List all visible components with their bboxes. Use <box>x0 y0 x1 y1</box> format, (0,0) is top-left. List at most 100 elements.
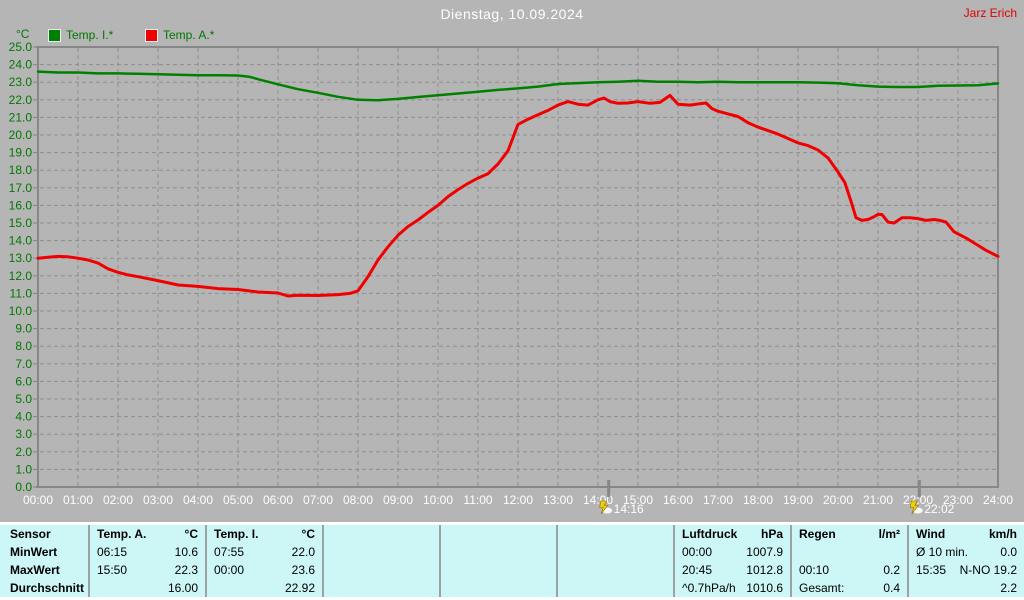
series-temp-outside <box>36 93 1000 298</box>
stats-cell: 06:15 10.6 <box>97 545 198 559</box>
svg-text:03:00: 03:00 <box>143 493 173 507</box>
stats-table: Sensor MinWert MaxWert Durchschnitt Temp. A… <box>0 525 1024 597</box>
svg-text:24.0: 24.0 <box>9 58 33 72</box>
stats-col-header <box>558 525 673 543</box>
stats-cell: Gesamt: 0.4 <box>799 581 900 595</box>
svg-text:14:00: 14:00 <box>583 493 613 507</box>
lightning-cloud-icon: 14:16 <box>599 480 644 516</box>
chart-region: Dienstag, 10.09.2024 Jarz Erich °C Temp.… <box>9 6 1017 516</box>
svg-text:10.0: 10.0 <box>9 304 33 318</box>
svg-text:22:00: 22:00 <box>903 493 933 507</box>
legend-item-temp-inside: Temp. I.* <box>48 28 113 42</box>
svg-text:22.0: 22.0 <box>9 93 33 107</box>
svg-text:05:00: 05:00 <box>223 493 253 507</box>
series-temp-inside <box>36 70 1000 102</box>
svg-text:9.0: 9.0 <box>15 322 32 336</box>
stats-cell: 00:00 1007.9 <box>682 545 783 559</box>
event-time-label: 22:02 <box>924 502 954 516</box>
svg-text:11.0: 11.0 <box>10 286 33 300</box>
stats-cell <box>558 561 673 579</box>
stats-cell <box>558 579 673 597</box>
lightning-cloud-icon: 22:02 <box>909 480 955 516</box>
temperature-line-chart: 0.0 1.0 2.0 3.0 4.0 5.0 6.0 7.0 8.0 9.0 10.0 11.0 12… <box>9 40 1014 516</box>
stats-cell: 00:00 23.6 <box>214 563 315 577</box>
station-name: Jarz Erich <box>963 6 1017 20</box>
svg-text:00:00: 00:00 <box>23 493 53 507</box>
stats-col-header: Temp. A. °C <box>97 527 198 541</box>
stats-row-label: MinWert <box>10 545 58 559</box>
event-time-label: 14:16 <box>614 502 644 516</box>
svg-text:21:00: 21:00 <box>863 493 893 507</box>
stats-cell <box>324 561 439 579</box>
svg-text:7.0: 7.0 <box>15 357 32 371</box>
legend-item-temp-outside: Temp. A.* <box>145 28 214 42</box>
stats-row-label: Sensor <box>10 527 51 541</box>
stats-col-header: Luftdruck hPa <box>682 527 783 541</box>
stats-cell: 07:55 22.0 <box>214 545 315 559</box>
stats-col-7: Wind km/h Ø 10 min. 0.0 15:35 N-NO 19.2 2.2 <box>907 525 1024 597</box>
stats-cell: 16.00 <box>167 581 198 595</box>
stats-cell <box>324 543 439 561</box>
y-axis: 0.0 1.0 2.0 3.0 4.0 5.0 6.0 7.0 8.0 9.0 10.0 11.0 12… <box>9 40 997 494</box>
svg-text:19:00: 19:00 <box>783 493 813 507</box>
svg-text:25.0: 25.0 <box>9 40 33 54</box>
legend-label-temp-inside: Temp. I.* <box>66 28 114 42</box>
stats-col-header: Wind km/h <box>916 527 1017 541</box>
stats-cell: ^0.7hPa/h 1010.6 <box>682 581 783 595</box>
stats-cell: 15:35 N-NO 19.2 <box>916 563 1017 577</box>
svg-text:23.0: 23.0 <box>9 75 33 89</box>
stats-cell: Ø 10 min. 0.0 <box>916 545 1017 559</box>
stats-cell <box>441 561 556 579</box>
stats-col-6: Regen l/m² 00:10 0.2 Gesamt: 0.4 <box>790 525 907 597</box>
temp-outside-swatch-icon <box>145 28 158 42</box>
svg-text:17:00: 17:00 <box>703 493 733 507</box>
stats-cell <box>441 579 556 597</box>
stats-cell <box>441 543 556 561</box>
stats-cell: 2.2 <box>1000 581 1017 595</box>
stats-cell <box>792 543 907 561</box>
stats-col-3 <box>439 525 556 597</box>
plot-frame <box>36 46 999 488</box>
svg-text:15:00: 15:00 <box>623 493 653 507</box>
svg-text:18.0: 18.0 <box>9 163 33 177</box>
stats-cell: 15:50 22.3 <box>97 563 198 577</box>
svg-text:14.0: 14.0 <box>9 234 33 248</box>
stats-col-0: Temp. A. °C 06:15 10.6 15:50 22.3 16.00 <box>88 525 205 597</box>
x-axis: 00:00 01:00 02:00 03:00 04:00 05:00 06:00 07:00… <box>23 48 1013 507</box>
divider-top <box>0 522 1024 525</box>
svg-text:13:00: 13:00 <box>543 493 573 507</box>
svg-text:8.0: 8.0 <box>15 339 32 353</box>
svg-text:17.0: 17.0 <box>9 181 33 195</box>
svg-text:02:00: 02:00 <box>103 493 133 507</box>
stats-row-label: MaxWert <box>10 563 60 577</box>
svg-text:09:00: 09:00 <box>383 493 413 507</box>
svg-text:24:00: 24:00 <box>983 493 1013 507</box>
svg-text:16.0: 16.0 <box>9 198 33 212</box>
date-title: Dienstag, 10.09.2024 <box>440 6 584 22</box>
svg-text:11:00: 11:00 <box>463 493 492 507</box>
svg-text:16:00: 16:00 <box>663 493 693 507</box>
divider-bottom <box>0 597 1024 600</box>
stats-col-header <box>441 525 556 543</box>
svg-text:13.0: 13.0 <box>9 251 33 265</box>
svg-text:08:00: 08:00 <box>343 493 373 507</box>
stats-col-2 <box>322 525 439 597</box>
stats-col-header: Temp. I. °C <box>214 527 315 541</box>
stats-cell: 20:45 1012.8 <box>682 563 783 577</box>
svg-text:12:00: 12:00 <box>503 493 533 507</box>
svg-text:10:00: 10:00 <box>423 493 453 507</box>
svg-text:15.0: 15.0 <box>9 216 33 230</box>
svg-text:18:00: 18:00 <box>743 493 773 507</box>
svg-text:5.0: 5.0 <box>15 392 32 406</box>
stats-col-5: Luftdruck hPa 00:00 1007.9 20:45 1012.8 ^0.… <box>673 525 790 597</box>
svg-text:04:00: 04:00 <box>183 493 213 507</box>
stats-col-1: Temp. I. °C 07:55 22.0 00:00 23.6 22.92 <box>205 525 322 597</box>
svg-text:07:00: 07:00 <box>303 493 333 507</box>
svg-text:20:00: 20:00 <box>823 493 853 507</box>
svg-text:2.0: 2.0 <box>15 445 32 459</box>
svg-text:20.0: 20.0 <box>9 128 33 142</box>
stats-cell <box>558 543 673 561</box>
legend-label-temp-outside: Temp. A.* <box>163 28 215 42</box>
stats-row-label: Durchschnitt <box>10 581 85 595</box>
temp-inside-swatch-icon <box>48 28 61 42</box>
